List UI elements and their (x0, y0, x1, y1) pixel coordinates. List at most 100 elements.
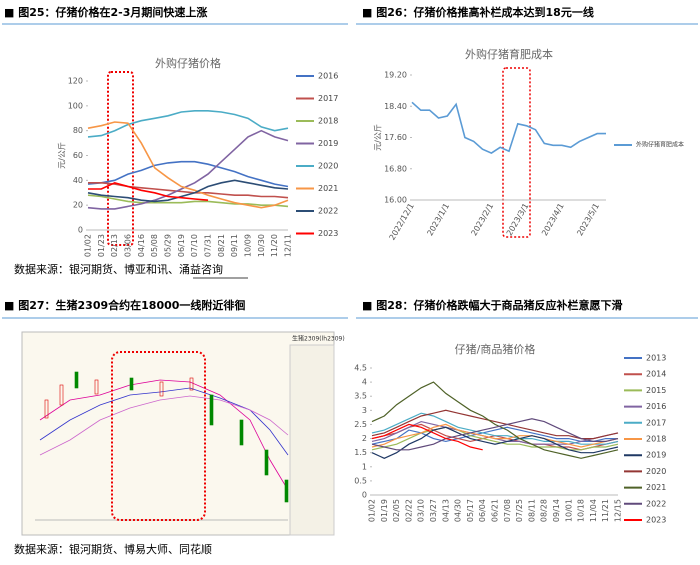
x-tick-label: 2023/3/1 (505, 202, 531, 238)
x-tick-label: 2023/2/1 (469, 202, 495, 238)
series-line (87, 121, 289, 209)
x-tick-label: 10/01 (564, 499, 573, 522)
candle (209, 394, 214, 426)
series-line (87, 110, 289, 138)
x-tick-label: 02/22 (404, 499, 413, 522)
ma-line (39, 387, 289, 456)
x-tick-label: 01/02 (84, 234, 93, 257)
candle (59, 384, 64, 406)
y-axis-label: 元/公斤 (373, 124, 383, 151)
x-tick-label: 03/06 (124, 234, 133, 257)
series-line (371, 423, 483, 451)
x-tick-label: 2023/4/1 (540, 202, 566, 238)
y-tick-label: 0 (362, 491, 367, 500)
chart-title: 仔猪/商品猪价格 (455, 342, 536, 356)
candle (129, 377, 134, 391)
x-tick-label: 2023/5/1 (575, 202, 601, 238)
x-tick-label: 08/21 (217, 234, 226, 257)
y-tick-label: 2 (362, 434, 367, 443)
y-tick-label: 0 (78, 226, 83, 235)
y-tick-label: 16.80 (384, 164, 407, 173)
x-tick-label: 10/18 (577, 499, 586, 522)
series-line (371, 381, 619, 459)
x-tick-label: 2023/1/1 (425, 202, 451, 238)
highlight-box (502, 67, 531, 238)
legend-label: 2013 (646, 354, 666, 363)
legend-label: 2023 (646, 516, 666, 525)
x-tick-label: 06/04 (478, 499, 487, 522)
x-tick-label: 08/28 (540, 499, 549, 522)
y-tick-label: 18.40 (384, 102, 407, 111)
candle (239, 419, 244, 446)
x-tick-label: 11/04 (589, 499, 598, 522)
x-tick-label: 02/05 (392, 499, 401, 522)
legend-label: 外购仔猪育肥成本 (636, 141, 684, 149)
x-tick-label: 01/19 (380, 499, 389, 522)
y-tick-label: 120 (68, 77, 83, 86)
x-tick-label: 04/30 (454, 499, 463, 522)
legend-label: 2021 (318, 184, 338, 193)
series-line (371, 423, 619, 448)
x-tick-label: 12/15 (614, 499, 623, 522)
legend-label: 2023 (318, 229, 338, 238)
x-tick-label: 01/23 (97, 234, 106, 257)
y-tick-label: 19.20 (384, 71, 407, 80)
screenshot: 生猪2309(lh2309) (21, 331, 345, 536)
highlight-box (107, 71, 134, 246)
series-line (371, 426, 619, 451)
highlight-box (111, 351, 206, 521)
y-tick-label: 3.5 (354, 392, 367, 401)
series-line (411, 101, 606, 155)
legend-label: 2015 (646, 386, 666, 395)
x-tick-label: 09/14 (552, 499, 561, 522)
x-tick-label: 07/08 (503, 499, 512, 522)
x-tick-label: 02/13 (110, 234, 119, 257)
candle (94, 379, 99, 395)
screenshot-frame (21, 331, 335, 536)
legend-label: 2014 (646, 370, 666, 379)
y-tick-label: 60 (73, 151, 83, 160)
y-tick-label: 3 (362, 406, 367, 415)
y-tick-label: 17.60 (384, 133, 407, 142)
series-line (371, 412, 619, 445)
chart-title: 外购仔猪育肥成本 (465, 47, 553, 61)
legend-label: 2022 (646, 499, 666, 508)
candle (189, 377, 194, 391)
x-tick-label: 07/10 (190, 234, 199, 257)
x-tick-label: 04/13 (441, 499, 450, 522)
x-tick-label: 07/31 (204, 234, 213, 257)
series-line (87, 160, 289, 188)
x-tick-label: 11/21 (601, 499, 610, 522)
y-tick-label: 16.00 (384, 196, 407, 205)
y-tick-label: 100 (68, 101, 83, 110)
x-tick-label: 09/11 (230, 234, 239, 257)
candle (284, 479, 289, 503)
y-tick-label: 0.5 (354, 476, 367, 485)
x-tick-label: 03/27 (429, 499, 438, 522)
y-tick-label: 20 (73, 201, 83, 210)
legend-label: 2019 (646, 451, 666, 460)
series-line (371, 426, 619, 459)
x-tick-label: 01/02 (368, 499, 377, 522)
legend-label: 2022 (318, 207, 338, 216)
x-tick-label: 04/16 (137, 234, 146, 257)
candle (264, 449, 269, 476)
source: 数据来源：银河期货、博易大师、同花顺 (14, 542, 212, 556)
x-tick-label: 12/11 (284, 234, 293, 257)
x-tick-label: 05/17 (466, 499, 475, 522)
y-axis-label: 元/公斤 (57, 142, 67, 169)
candle (74, 371, 79, 389)
legend-label: 2016 (318, 72, 338, 81)
source: 数据来源：银河期货、博亚和讯、涌益咨询 (14, 262, 223, 276)
x-tick-label: 10/30 (257, 234, 266, 257)
series-line (371, 418, 619, 451)
x-tick-label: 2022/12/1 (388, 202, 416, 242)
chart-title: 外购仔猪价格 (155, 56, 221, 70)
x-tick-label: 10/09 (244, 234, 253, 257)
series-line (87, 129, 289, 210)
y-tick-label: 40 (73, 176, 83, 185)
x-tick-label: 06/21 (491, 499, 500, 522)
legend-label: 2020 (646, 467, 666, 476)
x-tick-label: 07/25 (515, 499, 524, 522)
